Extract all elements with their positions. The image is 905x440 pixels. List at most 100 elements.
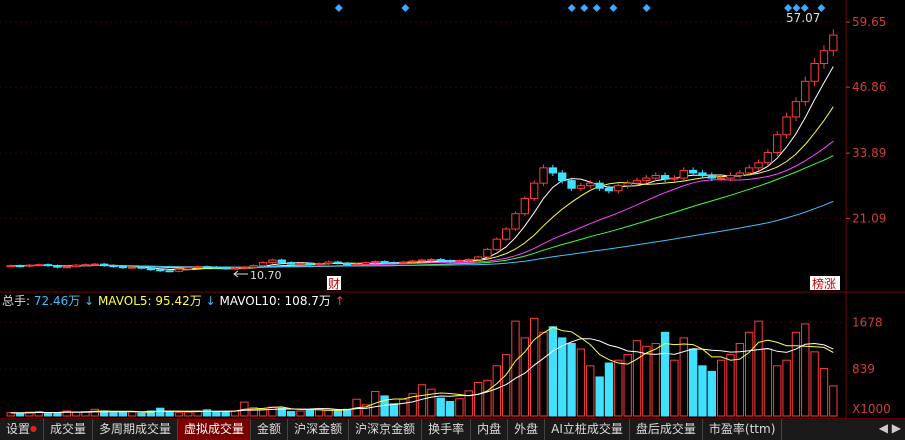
ma10-line bbox=[10, 106, 834, 270]
volume-bar bbox=[660, 331, 670, 417]
candle bbox=[277, 259, 286, 264]
volume-bar bbox=[165, 411, 174, 417]
tab-label: 设置 bbox=[6, 422, 31, 436]
mavol10-arrow-icon: ↓ bbox=[205, 294, 216, 308]
tab-2[interactable]: 多周期成交量 bbox=[93, 419, 179, 440]
volume-bar bbox=[62, 410, 71, 417]
candle bbox=[576, 185, 586, 189]
candle bbox=[109, 265, 118, 268]
volume-bar bbox=[249, 407, 258, 417]
tab-3[interactable]: 虚拟成交量 bbox=[178, 419, 252, 440]
tab-0[interactable]: 设置● bbox=[0, 419, 44, 440]
tab-label: 金额 bbox=[257, 422, 282, 436]
volume-bar bbox=[819, 368, 829, 417]
candle bbox=[511, 213, 520, 230]
tab-label: 外盘 bbox=[514, 422, 539, 436]
rank-marker-box bbox=[810, 276, 840, 290]
candle bbox=[43, 264, 53, 267]
low-price-label: 10.70 bbox=[250, 269, 282, 282]
tab-12[interactable]: 市盈率(ttm) bbox=[703, 419, 783, 440]
candle bbox=[118, 266, 128, 269]
candle bbox=[445, 260, 455, 263]
chart-grid bbox=[0, 0, 905, 418]
volume-bar bbox=[137, 412, 146, 417]
candle bbox=[782, 116, 791, 136]
volume-bar bbox=[212, 411, 221, 417]
volume-bar bbox=[829, 385, 838, 417]
volume-bar bbox=[296, 410, 305, 417]
volume-bar bbox=[492, 365, 501, 417]
candle bbox=[53, 265, 62, 268]
candle bbox=[184, 267, 193, 270]
volume-bar bbox=[324, 409, 333, 417]
candle bbox=[436, 259, 445, 262]
volume-multiplier: X1000 bbox=[852, 402, 891, 416]
volume-bar bbox=[389, 403, 399, 417]
candle bbox=[679, 169, 688, 179]
volume-bar bbox=[754, 320, 763, 417]
volume-bar bbox=[539, 331, 548, 417]
candle bbox=[829, 34, 838, 52]
candle bbox=[389, 262, 399, 265]
volume-bar bbox=[651, 342, 660, 417]
volume-bar bbox=[286, 411, 296, 417]
tab-scroll-arrows[interactable]: ◀ ▶ bbox=[879, 421, 901, 435]
volume-bar bbox=[642, 345, 651, 417]
candle bbox=[483, 248, 492, 258]
candle bbox=[202, 266, 212, 269]
tab-10[interactable]: AI立桩成交量 bbox=[545, 419, 630, 440]
tab-scroll-right-icon[interactable]: ▶ bbox=[891, 421, 901, 435]
volume-bar bbox=[688, 348, 698, 417]
volume-legend: 总手: 72.46万 ↓ MAVOL5: 95.42万 ↓ MAVOL10: 1… bbox=[2, 292, 345, 308]
volume-bar bbox=[25, 411, 34, 417]
mavol5-label: MAVOL5: bbox=[97, 294, 152, 308]
volume-bar bbox=[455, 398, 464, 417]
candlestick-series[interactable] bbox=[6, 29, 838, 273]
candle bbox=[614, 185, 623, 192]
candle bbox=[146, 267, 156, 271]
event-marker-icon bbox=[800, 4, 809, 12]
candle bbox=[343, 262, 352, 266]
tab-label: 盘后成交量 bbox=[635, 422, 696, 436]
fin-marker: 财 bbox=[328, 277, 340, 291]
candle bbox=[773, 134, 782, 154]
tab-scroll-left-icon[interactable]: ◀ bbox=[878, 421, 888, 435]
volume-bar bbox=[277, 407, 286, 417]
candle bbox=[417, 259, 427, 262]
tab-7[interactable]: 换手率 bbox=[422, 419, 472, 440]
ma20-line bbox=[10, 140, 834, 268]
candle bbox=[632, 180, 642, 184]
volume-bar bbox=[156, 407, 165, 417]
volume-bar bbox=[726, 354, 735, 417]
mavol5-line bbox=[10, 326, 834, 414]
volume-bar bbox=[698, 365, 707, 417]
tab-9[interactable]: 外盘 bbox=[508, 419, 546, 440]
volume-bar bbox=[670, 359, 679, 417]
volume-bar bbox=[632, 340, 642, 417]
volume-bar bbox=[763, 348, 773, 417]
candle bbox=[324, 261, 333, 265]
candle bbox=[548, 167, 558, 174]
tab-8[interactable]: 内盘 bbox=[471, 419, 509, 440]
high-price-label: 57.07 bbox=[786, 11, 820, 25]
event-markers[interactable] bbox=[334, 4, 826, 12]
tab-4[interactable]: 金额 bbox=[251, 419, 289, 440]
volume-bar bbox=[782, 359, 791, 417]
volume-bar bbox=[53, 412, 62, 417]
candle bbox=[156, 269, 165, 272]
volume-bar bbox=[436, 397, 445, 417]
tab-1[interactable]: 成交量 bbox=[44, 419, 94, 440]
tab-6[interactable]: 沪深京金额 bbox=[349, 419, 423, 440]
volume-bar bbox=[623, 354, 632, 417]
volume-bars[interactable] bbox=[6, 317, 838, 417]
price-tick-label: 46.86 bbox=[852, 80, 886, 94]
event-marker-icon bbox=[401, 4, 410, 12]
volume-bar bbox=[576, 348, 586, 417]
price-tick-label: 33.89 bbox=[852, 146, 886, 160]
volume-bar bbox=[445, 400, 455, 417]
candle bbox=[623, 182, 632, 187]
tab-5[interactable]: 沪深金额 bbox=[288, 419, 350, 440]
tab-11[interactable]: 盘后成交量 bbox=[630, 419, 703, 440]
candle bbox=[473, 256, 483, 261]
